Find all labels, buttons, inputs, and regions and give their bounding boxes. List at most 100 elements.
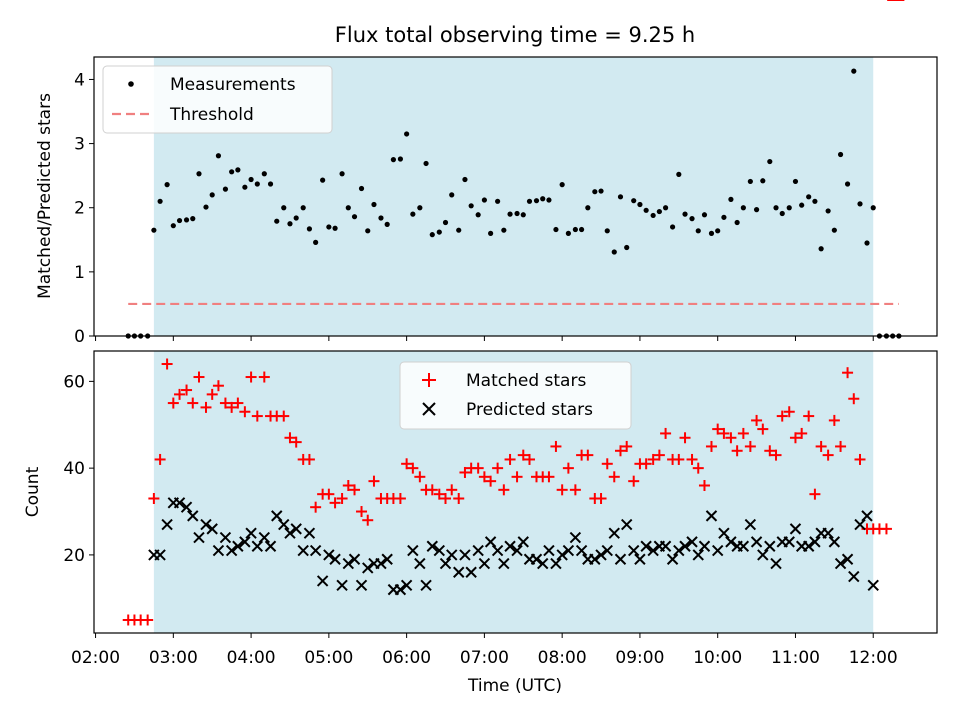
predicted-star-point <box>271 510 283 522</box>
matched-star-point <box>686 453 698 465</box>
predicted-star-point <box>517 536 529 548</box>
matched-star-point <box>803 410 815 422</box>
legend-threshold-label: Threshold <box>169 105 254 125</box>
measurement-point <box>248 176 254 183</box>
predicted-star-point <box>686 536 698 548</box>
measurement-point <box>760 178 766 184</box>
x-tick-label: 02:00 <box>71 648 120 668</box>
matched-star-point <box>712 423 724 435</box>
bottom-axes: 20 40 60 02:00 03:00 04:00 05:00 06:00 07:00 08:0… <box>63 372 897 668</box>
measurement-point <box>669 224 676 230</box>
matched-star-point <box>426 484 438 496</box>
predicted-star-point <box>783 536 795 548</box>
measurement-point <box>449 192 455 198</box>
predicted-star-point <box>303 527 316 539</box>
measurement-point <box>631 198 637 204</box>
predicted-star-point <box>595 549 607 561</box>
predicted-star-point <box>659 540 672 552</box>
predicted-star-point <box>264 540 277 552</box>
measurement-point <box>643 207 649 213</box>
measurement-point <box>254 181 260 187</box>
legend-measurement-marker <box>128 81 134 87</box>
predicted-star-point <box>673 544 685 557</box>
matched-star-point <box>511 471 523 483</box>
measurement-point <box>695 228 701 234</box>
measurement-point <box>650 212 656 219</box>
matched-star-point <box>854 453 866 465</box>
measurement-point <box>818 246 824 252</box>
predicted-star-point <box>634 553 646 565</box>
legend-predicted-marker <box>422 402 436 416</box>
predicted-star-point <box>323 549 335 561</box>
measurement-point <box>365 228 371 234</box>
measurement-point <box>773 205 779 211</box>
matched-star-point <box>459 466 471 478</box>
predicted-star-point <box>491 544 504 557</box>
matched-star-point <box>848 393 860 405</box>
measurement-point <box>462 176 468 183</box>
measurement-point <box>837 151 844 158</box>
x-tick-label: 12:00 <box>849 648 898 668</box>
predicted-star-point <box>679 540 691 552</box>
measurement-point <box>281 205 287 211</box>
matched-star-point <box>776 410 788 422</box>
matched-star-point <box>472 462 484 474</box>
measurement-point <box>170 223 176 229</box>
predicted-star-point <box>640 540 652 552</box>
measurement-point <box>682 211 688 217</box>
measurement-point <box>404 131 410 137</box>
predicted-star-point <box>744 518 757 531</box>
predicted-star-point <box>245 527 257 539</box>
predicted-star-point <box>316 575 329 587</box>
predicted-star-point <box>200 518 212 531</box>
predicted-star-point <box>225 544 238 557</box>
predicted-star-point <box>407 544 419 557</box>
matched-star-point <box>822 449 834 461</box>
measurement-point <box>689 216 695 222</box>
predicted-star-point <box>569 531 582 544</box>
measurement-point <box>617 194 624 200</box>
top-y-tick-label: 4 <box>74 70 85 90</box>
measurement-point <box>520 212 526 218</box>
matched-star-point <box>303 453 315 465</box>
measurement-point <box>501 227 507 233</box>
matched-star-point <box>815 440 827 452</box>
matched-star-point <box>148 493 160 505</box>
matched-star-point <box>356 506 368 518</box>
measurement-point <box>656 208 662 215</box>
predicted-star-point <box>562 544 575 557</box>
measurement-point <box>806 194 812 200</box>
matched-star-point <box>608 471 620 483</box>
matched-star-point <box>705 440 717 452</box>
top-legend: Measurements Threshold <box>102 65 333 134</box>
matched-star-point <box>174 388 186 400</box>
predicted-star-point <box>453 566 465 578</box>
measurement-point <box>358 185 365 192</box>
matched-star-point <box>504 453 516 465</box>
top-y-tick-label: 1 <box>74 263 85 283</box>
matched-star-point <box>251 410 263 422</box>
measurement-point <box>313 239 319 245</box>
predicted-star-point <box>809 536 821 548</box>
predicted-star-point <box>232 540 244 552</box>
predicted-star-point <box>212 544 225 557</box>
legend-predicted-label: Predicted stars <box>466 400 593 420</box>
measurement-point <box>747 178 753 185</box>
matched-star-point <box>556 484 568 496</box>
measurement-point <box>592 189 598 195</box>
bottom-plot-frame <box>93 350 938 634</box>
measurement-point <box>708 230 715 236</box>
matched-star-point <box>193 371 205 383</box>
predicted-star-point <box>589 553 601 565</box>
predicted-star-point <box>251 540 264 552</box>
matched-star-point <box>187 397 199 409</box>
predicted-star-point <box>822 527 834 539</box>
predicted-star-point <box>711 544 724 557</box>
matched-star-point <box>725 432 737 444</box>
measurement-point <box>157 198 163 204</box>
measurement-point <box>857 201 863 207</box>
predicted-star-point <box>834 557 847 570</box>
measurement-point <box>326 224 332 230</box>
matched-star-point <box>757 423 769 435</box>
